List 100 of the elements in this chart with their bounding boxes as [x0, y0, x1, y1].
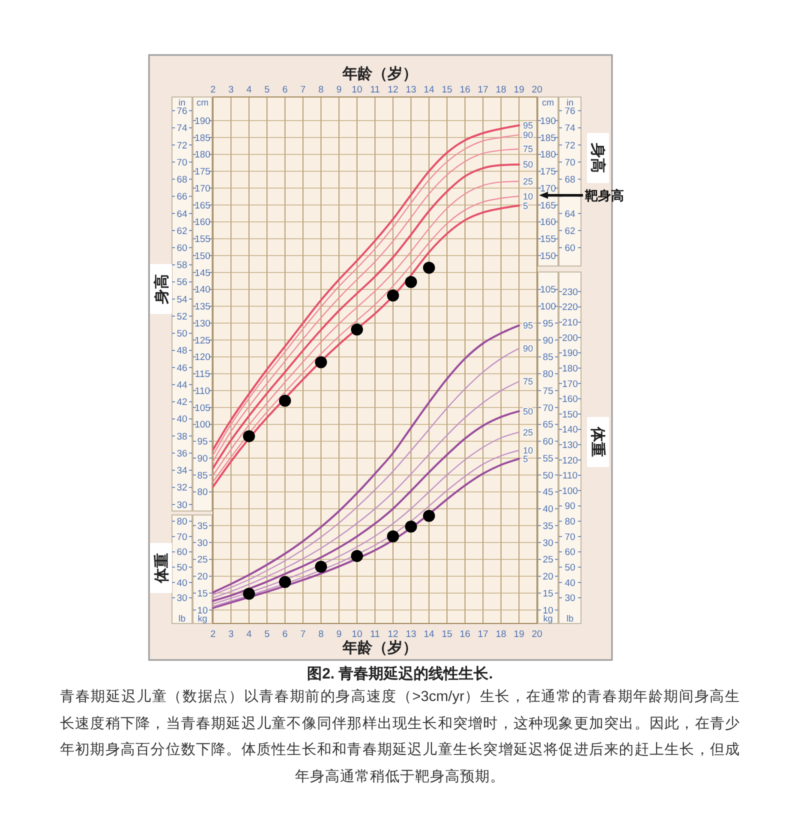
text: 图2. 青春期延迟的线性生长.: [307, 665, 493, 682]
y-tick-label: 170: [194, 183, 210, 194]
x-tick-label: 20: [532, 628, 542, 640]
y-tick-label: 165: [194, 200, 210, 212]
series-label: 25: [523, 427, 534, 438]
y-tick-label: 105: [194, 402, 210, 414]
y-tick-label: 95: [197, 436, 208, 448]
x-tick-label: 9: [336, 628, 342, 640]
y2-tick-label: 95: [542, 318, 554, 330]
y2-tick-label: 25: [542, 554, 554, 566]
y2-tick-label: 170: [562, 378, 578, 390]
y2-tick-label: 190: [540, 116, 556, 127]
x-axis-title: 年龄（岁）: [342, 639, 418, 656]
series-label: 50: [523, 406, 534, 416]
y-tick-label: 185: [194, 132, 210, 144]
y2-tick-label: 40: [564, 578, 576, 589]
y3-tick-label: 70: [564, 157, 576, 168]
y-tick-label: 62: [176, 226, 188, 237]
y-tick-label: 15: [197, 588, 208, 600]
y2-tick-label: 15: [542, 588, 554, 600]
x2-tick-label: 2: [210, 84, 216, 96]
series-label: 90: [523, 130, 534, 140]
y2-tick-label: 180: [540, 150, 556, 161]
x2-tick-label: 17: [478, 84, 488, 96]
x2-tick-label: 18: [496, 84, 506, 96]
y-tick-label: 175: [194, 166, 210, 178]
y-tick-label: 44: [176, 380, 188, 391]
y2-tick-label: 220: [562, 302, 578, 314]
series-label: 90: [523, 344, 534, 354]
y2-tick-label: 45: [542, 487, 554, 498]
y2-tick-label: 100: [562, 486, 578, 497]
y2-tick-label: 30: [564, 593, 576, 604]
x-tick-label: 7: [300, 628, 306, 640]
y-tick-label: 190: [194, 116, 210, 127]
y2-axis-title: lb: [566, 614, 574, 624]
y2-tick-label: 20: [542, 572, 554, 583]
y-tick-label: 52: [176, 311, 188, 322]
y-tick-label: 50: [176, 328, 188, 340]
y-tick-label: 125: [194, 335, 210, 346]
y3-tick-label: 76: [564, 106, 576, 118]
y-tick-label: 60: [176, 243, 188, 254]
y2-tick-label: 100: [540, 302, 556, 313]
series-label: 95: [523, 120, 534, 130]
y-tick-label: 64: [176, 208, 188, 220]
x2-tick-label: 6: [282, 84, 288, 96]
x2-tick-label: 9: [336, 84, 342, 96]
y-tick-label: 155: [194, 234, 210, 246]
y2-tick-label: 140: [562, 424, 578, 436]
y3-tick-label: 62: [564, 226, 576, 237]
y-tick-label: 30: [176, 500, 188, 511]
y2-tick-label: 180: [562, 363, 578, 374]
y2-tick-label: 70: [564, 532, 576, 543]
y3-tick-label: 72: [564, 140, 576, 152]
x-tick-label: 6: [282, 628, 288, 640]
y2-axis-title: kg: [543, 614, 553, 624]
y2-tick-label: 40: [542, 504, 554, 516]
x2-tick-label: 16: [460, 84, 470, 96]
y-tick-label: 180: [194, 150, 210, 161]
y2-tick-label: 170: [540, 183, 556, 194]
y2-tick-label: 10: [542, 605, 554, 616]
y2-tick-label: 150: [562, 409, 578, 420]
text: 体重: [153, 553, 170, 584]
y-tick-label: 72: [176, 140, 188, 152]
x-tick-label: 8: [318, 628, 324, 640]
y-tick-label: 145: [194, 268, 210, 279]
y-tick-label: 38: [176, 431, 188, 442]
y-tick-label: 160: [194, 217, 210, 228]
y-tick-label: 85: [197, 470, 208, 482]
y2-tick-label: 90: [564, 501, 576, 512]
y3-axis-title: in: [566, 98, 574, 108]
y-tick-label: 68: [176, 174, 188, 186]
x2-tick-label: 15: [442, 84, 452, 96]
y2-tick-label: 160: [562, 394, 578, 406]
y-tick-label: 130: [194, 318, 210, 330]
y2-tick-label: 50: [542, 470, 554, 482]
y3-axis-title: lb: [178, 614, 186, 624]
x2-tick-label: 10: [352, 84, 362, 96]
y-tick-label: 40: [176, 414, 188, 426]
y2-tick-label: 80: [542, 369, 554, 380]
y2-tick-label: 130: [562, 440, 578, 452]
y2-tick-label: 155: [540, 234, 556, 246]
x-tick-label: 4: [246, 628, 252, 640]
y-tick-label: 10: [197, 605, 208, 616]
y3-tick-label: 68: [564, 174, 576, 186]
x-tick-label: 18: [496, 628, 506, 640]
series-label: 5: [523, 200, 528, 211]
series-label: 10: [523, 191, 534, 202]
y2-tick-label: 190: [562, 348, 578, 360]
text: 身高: [152, 274, 170, 305]
y2-tick-label: 85: [542, 352, 554, 364]
y-tick-label: 115: [194, 369, 210, 380]
y3-tick-label: 74: [564, 123, 576, 134]
y-tick-label: 90: [197, 453, 208, 464]
y2-tick-label: 105: [540, 284, 556, 296]
x2-tick-label: 13: [406, 84, 416, 96]
x-tick-label: 5: [264, 628, 270, 640]
y-tick-label: 54: [176, 294, 188, 306]
y-tick-label: 110: [194, 386, 210, 397]
y-tick-label: 20: [197, 572, 208, 583]
y-tick-label: 35: [197, 520, 208, 532]
